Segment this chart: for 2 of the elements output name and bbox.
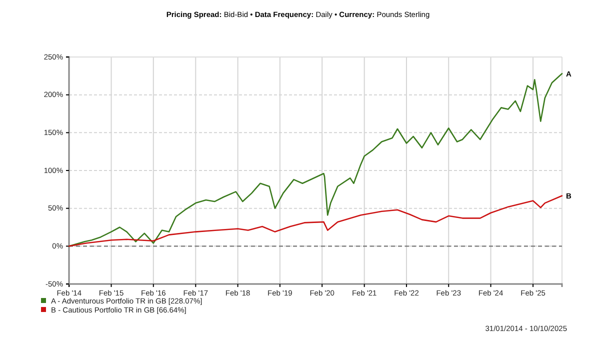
line-series [68,72,563,247]
line-series [68,195,563,247]
